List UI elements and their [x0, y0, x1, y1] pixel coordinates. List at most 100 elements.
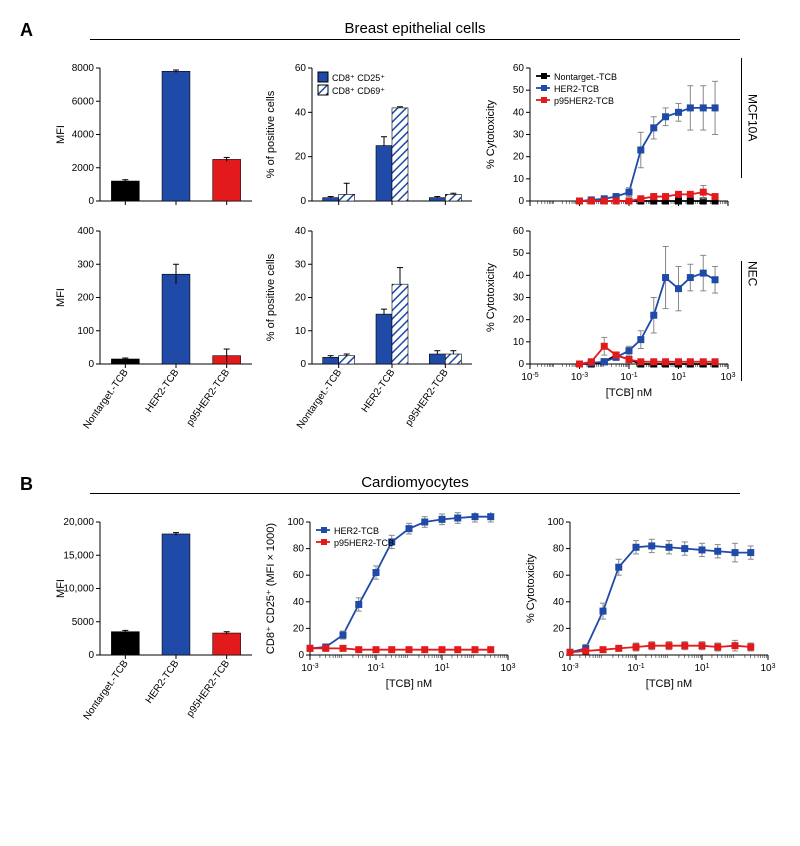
svg-text:40: 40: [293, 597, 305, 608]
svg-text:20: 20: [513, 315, 525, 326]
svg-text:% Cytotoxicity: % Cytotoxicity: [485, 99, 497, 169]
panel-b-label: B: [20, 474, 50, 495]
cardio-cd25-line: 0 20 40 60 80 100 CD8⁺ CD25⁺ (MFI × 1000) 10-3 1…: [260, 512, 520, 707]
svg-text:101: 101: [671, 372, 686, 384]
svg-text:p95HER2-TCB: p95HER2-TCB: [404, 367, 451, 428]
svg-text:20: 20: [553, 623, 565, 634]
svg-text:103: 103: [760, 663, 775, 675]
svg-text:0: 0: [88, 359, 94, 370]
cardio-cyto-line: 020406080100% Cytotoxicity10-310-1101103…: [520, 512, 780, 707]
svg-text:MFI: MFI: [55, 288, 67, 307]
svg-text:0: 0: [298, 650, 304, 661]
svg-text:101: 101: [434, 663, 449, 675]
svg-text:80: 80: [553, 544, 565, 555]
svg-text:10,000: 10,000: [63, 584, 94, 595]
svg-text:CD8⁺ CD25⁺ (MFI × 1000): CD8⁺ CD25⁺ (MFI × 1000): [265, 523, 277, 654]
svg-text:10-1: 10-1: [627, 663, 644, 675]
svg-text:2000: 2000: [72, 163, 95, 174]
svg-text:Nontarget.-TCB: Nontarget.-TCB: [82, 658, 131, 722]
svg-text:0: 0: [300, 359, 306, 370]
svg-text:80: 80: [293, 544, 305, 555]
panel-a-label: A: [20, 20, 50, 41]
svg-text:10-5: 10-5: [521, 372, 538, 384]
svg-text:p95HER2-TCB: p95HER2-TCB: [334, 538, 394, 548]
svg-text:10-1: 10-1: [367, 663, 384, 675]
svg-text:% of positive cells: % of positive cells: [265, 90, 277, 178]
svg-text:50: 50: [513, 85, 525, 96]
svg-text:4000: 4000: [72, 130, 95, 141]
svg-text:20: 20: [295, 152, 307, 163]
svg-text:60: 60: [513, 63, 525, 74]
svg-text:40: 40: [513, 270, 525, 281]
mcf10a-mfi-bar: 02000400060008000MFI: [50, 58, 260, 213]
svg-text:0: 0: [300, 196, 306, 207]
svg-text:300: 300: [77, 259, 94, 270]
nec-pos-bar: 0 10 20 30 40 % of positive cells Nontarget.-T…: [260, 221, 480, 446]
svg-text:20,000: 20,000: [63, 517, 94, 528]
svg-text:HER2-TCB: HER2-TCB: [144, 367, 182, 415]
svg-text:10-3: 10-3: [561, 663, 578, 675]
svg-text:100: 100: [547, 517, 564, 528]
svg-text:30: 30: [513, 293, 525, 304]
svg-text:[TCB] nM: [TCB] nM: [606, 387, 652, 399]
mcf10a-side-label: MCF10A: [746, 94, 760, 141]
svg-text:p95HER2-TCB: p95HER2-TCB: [554, 96, 614, 106]
svg-text:60: 60: [513, 226, 525, 237]
svg-text:10-3: 10-3: [301, 663, 318, 675]
svg-text:400: 400: [77, 226, 94, 237]
svg-text:200: 200: [77, 293, 94, 304]
svg-text:0: 0: [518, 359, 524, 370]
svg-text:103: 103: [720, 372, 735, 384]
svg-text:10-3: 10-3: [571, 372, 588, 384]
svg-text:Nontarget.-TCB: Nontarget.-TCB: [554, 72, 617, 82]
svg-text:0: 0: [88, 196, 94, 207]
svg-text:10: 10: [513, 174, 525, 185]
svg-text:HER2-TCB: HER2-TCB: [554, 84, 599, 94]
svg-text:30: 30: [295, 259, 307, 270]
svg-text:30: 30: [513, 130, 525, 141]
svg-text:Nontarget.-TCB: Nontarget.-TCB: [82, 367, 131, 431]
svg-text:p95HER2-TCB: p95HER2-TCB: [185, 367, 232, 428]
svg-text:p95HER2-TCB: p95HER2-TCB: [185, 658, 232, 719]
svg-text:Nontarget.-TCB: Nontarget.-TCB: [295, 367, 344, 431]
svg-text:60: 60: [293, 570, 305, 581]
svg-text:20: 20: [295, 293, 307, 304]
svg-text:10: 10: [295, 326, 307, 337]
svg-text:103: 103: [500, 663, 515, 675]
svg-text:6000: 6000: [72, 96, 95, 107]
svg-text:CD8⁺ CD25⁺: CD8⁺ CD25⁺: [332, 73, 385, 83]
mcf10a-cyto-line: 0 10 20 30 40 50 60 % Cytotoxicity Nontarget.-TC…: [480, 58, 740, 213]
svg-text:% Cytotoxicity: % Cytotoxicity: [525, 553, 537, 623]
svg-text:5000: 5000: [72, 617, 95, 628]
mcf10a-pos-bar: 0204060% of positive cellsCD8⁺ CD25⁺CD8⁺…: [260, 58, 480, 213]
svg-text:40: 40: [553, 597, 565, 608]
svg-text:60: 60: [553, 570, 565, 581]
svg-text:15,000: 15,000: [63, 550, 94, 561]
svg-text:20: 20: [513, 152, 525, 163]
nec-side-label: NEC: [746, 261, 760, 286]
svg-text:10-1: 10-1: [620, 372, 637, 384]
svg-text:40: 40: [513, 107, 525, 118]
svg-text:100: 100: [77, 326, 94, 337]
nec-mfi-bar: 0 100 200 300 400 MFI Nontarget.-TCB HER2-TCBp9…: [50, 221, 260, 446]
svg-text:HER2-TCB: HER2-TCB: [334, 526, 379, 536]
svg-text:0: 0: [88, 650, 94, 661]
svg-text:20: 20: [293, 623, 305, 634]
svg-text:50: 50: [513, 248, 525, 259]
svg-text:40: 40: [295, 226, 307, 237]
svg-text:60: 60: [295, 63, 307, 74]
svg-text:[TCB] nM: [TCB] nM: [646, 678, 692, 690]
svg-text:% of positive cells: % of positive cells: [265, 253, 277, 341]
svg-text:101: 101: [694, 663, 709, 675]
nec-cyto-line: 0102030405060% Cytotoxicity10-510-310-11…: [480, 221, 740, 416]
svg-text:8000: 8000: [72, 63, 95, 74]
svg-text:[TCB] nM: [TCB] nM: [386, 678, 432, 690]
svg-text:HER2-TCB: HER2-TCB: [360, 367, 398, 415]
cardio-mfi-bar: 0500010,00015,00020,000MFINontarget.-TCB…: [50, 512, 260, 737]
svg-text:40: 40: [295, 107, 307, 118]
svg-text:100: 100: [287, 517, 304, 528]
panel-a-title: Breast epithelial cells: [90, 20, 740, 40]
svg-text:10: 10: [513, 337, 525, 348]
panel-b-title: Cardiomyocytes: [90, 474, 740, 494]
svg-text:0: 0: [518, 196, 524, 207]
